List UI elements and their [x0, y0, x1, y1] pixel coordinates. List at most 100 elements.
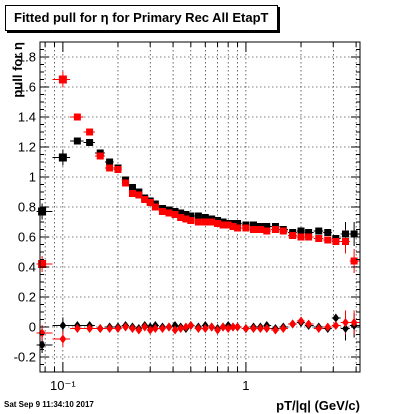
x-axis-title: pT/|q| (GeV/c) [276, 398, 360, 413]
black-square-marker [305, 229, 313, 236]
red-square-marker [201, 218, 209, 226]
red-diamond-marker [234, 322, 241, 332]
red-diamond-marker [324, 322, 332, 332]
red-diamond-marker [129, 324, 136, 333]
red-square-marker [96, 152, 104, 160]
red-diamond-marker [73, 324, 81, 333]
error-bars [36, 71, 360, 353]
red-diamond-marker [141, 322, 149, 332]
red-diamond-marker [305, 319, 312, 329]
black-square-marker [315, 227, 323, 235]
red-diamond-marker [214, 325, 221, 335]
y-tick-label: 0.8 [18, 200, 36, 215]
black-square-marker [58, 153, 67, 162]
black-square-marker [106, 158, 114, 166]
red-diamond-marker [242, 324, 250, 333]
black-square-marker [73, 137, 81, 145]
black-square-marker [234, 220, 242, 227]
axis-ticks [40, 41, 360, 373]
red-diamond-marker [114, 324, 122, 333]
black-square-marker [187, 212, 195, 220]
x-tick-label: 10⁻¹ [50, 378, 76, 393]
red-square-marker [106, 164, 114, 172]
red-square-marker [86, 128, 94, 136]
red-square-marker [350, 257, 358, 265]
red-diamond-marker [96, 324, 104, 333]
red-square-marker [158, 208, 166, 215]
red-diamond-marker [219, 322, 227, 332]
red-square-marker [208, 218, 216, 226]
black-square-marker [177, 209, 185, 217]
red-diamond-marker [182, 322, 190, 332]
red-square-marker [279, 227, 287, 235]
red-square-marker [151, 203, 159, 211]
red-square-marker [146, 199, 154, 206]
y-tick-label: 0.4 [18, 260, 36, 275]
red-diamond-marker [122, 322, 129, 332]
red-diamond-marker [146, 325, 154, 335]
y-tick-label: 0 [29, 320, 36, 335]
black-square-marker [128, 184, 136, 191]
red-square-marker [342, 238, 350, 245]
black-square-marker [194, 212, 202, 220]
black-square-marker [263, 223, 271, 230]
black-square-marker [297, 227, 305, 235]
y-tick-label: 1.6 [18, 80, 36, 95]
red-square-marker [38, 260, 47, 268]
red-square-marker [234, 224, 242, 232]
red-diamond-marker [257, 324, 264, 333]
red-square-marker [229, 223, 237, 230]
red-square-marker [214, 220, 222, 227]
red-square-marker [182, 215, 190, 223]
data-markers [38, 75, 358, 350]
red-diamond-marker [187, 321, 195, 330]
red-square-marker [141, 196, 149, 203]
y-tick-label: 1 [29, 170, 36, 185]
black-diamond-marker [332, 313, 340, 323]
red-diamond-marker [159, 324, 166, 333]
red-square-marker [242, 224, 250, 232]
red-diamond-marker [224, 324, 232, 333]
red-diamond-marker [250, 324, 257, 333]
red-diamond-marker [315, 324, 323, 333]
red-diamond-marker [297, 316, 305, 326]
plot-title-text: Fitted pull for η for Primary Rec All Et… [14, 10, 269, 25]
black-square-marker [324, 229, 332, 236]
x-tick-label: 1 [242, 378, 249, 393]
red-diamond-marker [135, 325, 143, 335]
red-square-marker [122, 179, 130, 187]
red-diamond-marker [201, 324, 209, 333]
red-square-marker [219, 221, 227, 229]
red-square-marker [73, 113, 81, 121]
red-diamond-marker [106, 324, 113, 333]
y-tick-label: 1.4 [18, 110, 36, 125]
red-diamond-marker [350, 318, 358, 327]
red-diamond-marker [165, 322, 173, 332]
red-square-marker [249, 226, 257, 233]
red-diamond-marker [151, 324, 159, 333]
red-square-marker [171, 211, 179, 218]
plot-title: Fitted pull for η for Primary Rec All Et… [5, 5, 278, 31]
red-diamond-marker [177, 324, 185, 333]
timestamp: Sat Sep 9 11:34:10 2017 [4, 400, 94, 409]
red-square-marker [194, 218, 202, 226]
black-square-marker [182, 211, 190, 218]
red-diamond-marker [342, 318, 349, 327]
red-square-marker [271, 226, 279, 233]
red-diamond-marker [195, 324, 202, 333]
red-square-marker [305, 233, 313, 241]
red-diamond-marker [229, 322, 237, 332]
red-square-marker [165, 209, 173, 217]
black-diamond-marker [59, 321, 67, 330]
black-diamond-marker [342, 324, 349, 333]
red-diamond-marker [289, 319, 297, 329]
red-square-marker [135, 191, 143, 199]
red-diamond-marker [332, 321, 340, 330]
red-diamond-marker [59, 334, 67, 344]
red-diamond-marker [272, 325, 279, 335]
red-square-marker [177, 214, 185, 221]
red-square-marker [315, 235, 323, 242]
y-tick-label: 0.2 [18, 290, 36, 305]
red-square-marker [263, 227, 271, 235]
